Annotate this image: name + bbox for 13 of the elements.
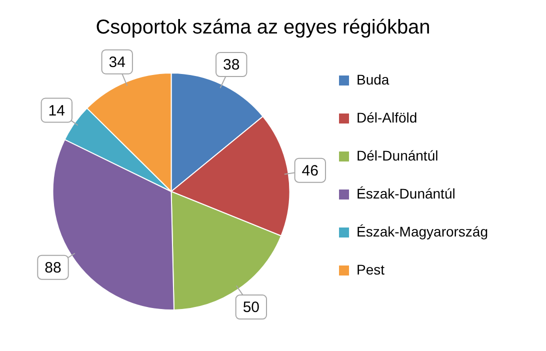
data-label: 88	[44, 259, 62, 276]
data-label: 34	[108, 54, 126, 72]
data-label: 14	[48, 102, 65, 120]
legend-label: Dél-Alföld	[356, 109, 418, 126]
data-label: 46	[302, 162, 318, 180]
legend-label: Észak-Dunántúl	[356, 185, 456, 202]
chart-title: Csoportok száma az egyes régiókban	[96, 16, 430, 39]
legend-label: Észak-Magyarország	[356, 223, 488, 240]
data-label: 50	[242, 299, 260, 316]
legend-label: Pest	[356, 261, 385, 278]
legend-label: Buda	[356, 71, 390, 88]
legend-label: Dél-Dunántúl	[356, 147, 438, 164]
data-label: 38	[223, 56, 240, 74]
